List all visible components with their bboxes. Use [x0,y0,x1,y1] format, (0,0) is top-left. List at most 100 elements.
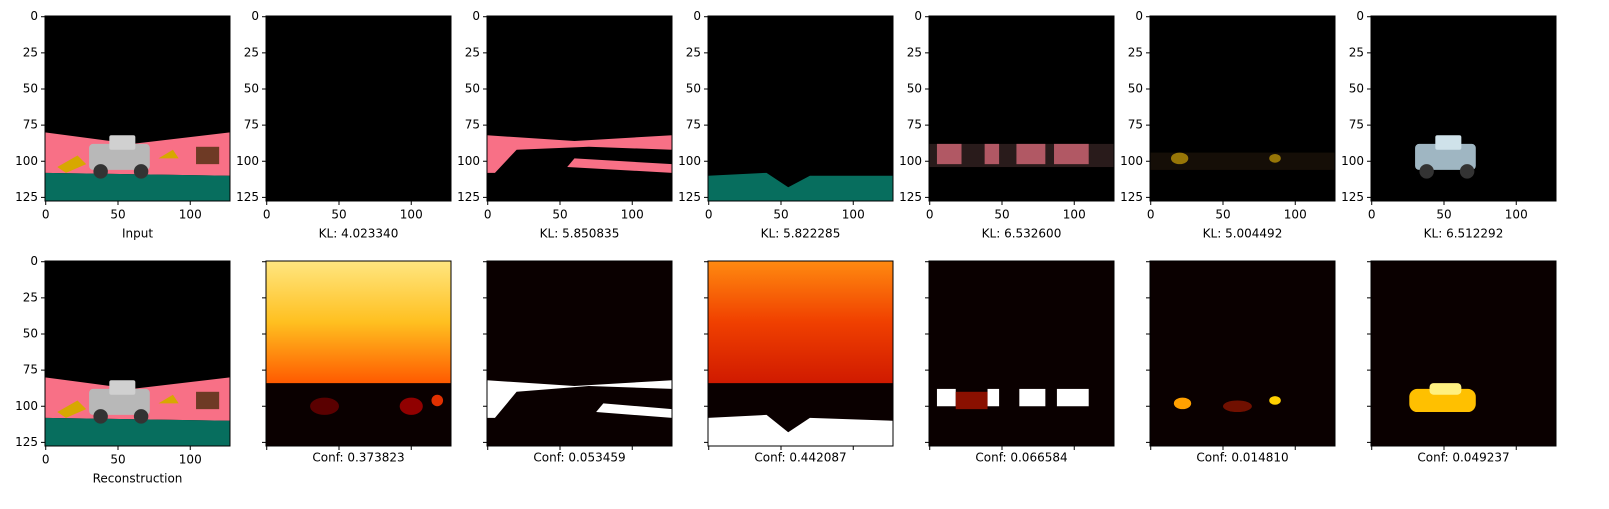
caption: Input [122,227,153,241]
x-tick-label: 100 [621,208,644,222]
y-tick-label: 25 [465,45,480,59]
spine [1149,260,1336,447]
y-tick-label: 50 [907,81,922,95]
heat [708,261,893,384]
y-tick-label: 0 [1356,9,1364,23]
blob [1222,400,1252,413]
y-tick-label: 25 [1349,45,1364,59]
spine [1149,15,1336,202]
spine [1370,260,1557,447]
image [1371,16,1556,201]
image [1150,261,1335,446]
x-tick-label: 0 [926,208,934,222]
y-tick-label: 75 [23,363,38,377]
caption: Reconstruction [93,472,183,486]
shade [929,143,1114,168]
caption: Conf: 0.049237 [1417,451,1509,465]
y-tick-label: 75 [907,118,922,132]
x-tick-label: 100 [400,208,423,222]
x-tick-label: 50 [552,208,567,222]
caption: Conf: 0.442087 [754,451,846,465]
cone [57,155,87,173]
x-tick-label: 100 [1063,208,1086,222]
caption: Conf: 0.373823 [312,451,404,465]
x-tick-label: 100 [1284,208,1307,222]
blob [955,391,988,410]
spine [928,260,1115,447]
blob [399,397,423,415]
spine [486,260,673,447]
cone [158,394,179,404]
y-tick-label: 125 [1120,190,1143,204]
y-tick-label: 75 [465,118,480,132]
image [45,261,230,446]
caption: KL: 6.532600 [982,227,1062,241]
caption: Conf: 0.066584 [975,451,1067,465]
wheel [93,409,108,424]
blob [1409,388,1476,413]
y-tick-label: 75 [1128,118,1143,132]
blob [1173,397,1192,410]
x-tick-label: 0 [42,208,50,222]
spine [928,15,1115,202]
blob [1019,388,1046,407]
y-tick-label: 25 [686,45,701,59]
blob [1429,383,1462,395]
blob [936,143,962,165]
background [1150,261,1335,446]
image [266,16,451,201]
caption: Conf: 0.053459 [533,451,625,465]
x-tick-label: 50 [773,208,788,222]
grass [45,172,230,201]
y-tick-label: 125 [236,190,259,204]
shade [1150,152,1335,170]
y-tick-label: 50 [686,81,701,95]
y-tick-label: 25 [1128,45,1143,59]
blob [1016,143,1046,165]
cone [57,400,87,418]
car-cab [109,135,136,150]
blob [987,388,1000,407]
y-tick-label: 100 [1341,154,1364,168]
image [929,261,1114,446]
x-tick-label: 50 [110,453,125,467]
x-tick-label: 0 [484,208,492,222]
y-tick-label: 25 [23,290,38,304]
image [1150,16,1335,201]
grass [45,417,230,446]
blob [431,394,444,407]
caption: KL: 5.004492 [1203,227,1283,241]
image [708,16,893,201]
blob [984,143,1000,165]
blob [1054,143,1089,165]
heat [596,403,672,418]
y-tick-label: 50 [1128,81,1143,95]
blob [1170,152,1189,165]
road [487,135,672,173]
caption: KL: 5.822285 [761,227,841,241]
caption: KL: 6.512292 [1424,227,1504,241]
x-tick-label: 0 [42,453,50,467]
background [1371,261,1556,446]
y-tick-label: 50 [244,81,259,95]
y-tick-label: 0 [472,9,480,23]
y-tick-label: 0 [914,9,922,23]
car-cab [109,380,136,395]
spine [1370,15,1557,202]
y-tick-label: 100 [1120,154,1143,168]
y-tick-label: 0 [1135,9,1143,23]
background [929,16,1114,201]
image [929,16,1114,201]
y-tick-label: 100 [457,154,480,168]
background [1150,16,1335,201]
y-tick-label: 0 [251,9,259,23]
blob [1269,154,1281,163]
y-tick-label: 25 [244,45,259,59]
y-tick-label: 75 [1349,118,1364,132]
blob [1056,388,1089,407]
spine [44,15,231,202]
spine [486,15,673,202]
y-tick-label: 25 [907,45,922,59]
x-tick-label: 100 [179,208,202,222]
